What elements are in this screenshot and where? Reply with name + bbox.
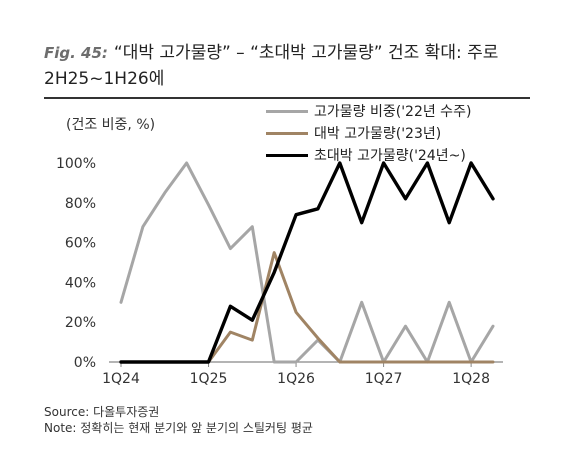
series-line-0 xyxy=(119,161,495,364)
x-tick-label: 1Q28 xyxy=(452,371,490,387)
series-line-1 xyxy=(119,251,495,364)
legend-label: 초대박 고가물량('24년~) xyxy=(314,148,466,164)
figure-label: Fig. 45: xyxy=(44,44,108,62)
note-text: Note: 정확히는 현재 분기와 앞 분기의 스틸커팅 평균 xyxy=(44,421,313,435)
title-divider xyxy=(44,97,530,99)
legend-entry: 초대박 고가물량('24년~) xyxy=(266,144,471,166)
y-tick-label: 80% xyxy=(65,196,96,212)
x-tick-label: 1Q25 xyxy=(190,371,228,387)
legend-swatch xyxy=(266,153,308,157)
source-text: Source: 다올투자증권 xyxy=(44,405,160,419)
legend-swatch xyxy=(266,109,308,113)
legend-swatch xyxy=(266,131,308,135)
y-tick-label: 0% xyxy=(74,355,96,371)
legend-entry: 고가물량 비중('22년 수주) xyxy=(266,100,471,122)
legend-label: 고가물량 비중('22년 수주) xyxy=(314,104,472,120)
series-line-2 xyxy=(119,161,495,364)
x-tick-label: 1Q24 xyxy=(102,371,140,387)
chart-title: Fig. 45: “대박 고가물량” – “초대박 고가물량” 건조 확대: 주로… xyxy=(44,40,544,92)
x-tick-label: 1Q26 xyxy=(277,371,315,387)
legend-label: 대박 고가물량('23년) xyxy=(314,126,442,142)
legend: 고가물량 비중('22년 수주) 대박 고가물량('23년) 초대박 고가물량(… xyxy=(266,100,471,166)
y-unit-label: (건조 비중, %) xyxy=(66,117,156,133)
y-tick-label: 60% xyxy=(65,236,96,252)
x-tick-label: 1Q27 xyxy=(365,371,403,387)
chart-title-text: “대박 고가물량” – “초대박 고가물량” 건조 확대: 주로 2H25~1H… xyxy=(44,43,499,89)
y-tick-label: 20% xyxy=(65,315,96,331)
y-tick-label: 40% xyxy=(65,275,96,291)
legend-entry: 대박 고가물량('23년) xyxy=(266,122,471,144)
y-tick-label: 100% xyxy=(56,156,96,172)
footer: Source: 다올투자증권 Note: 정확히는 현재 분기와 앞 분기의 스… xyxy=(44,404,313,436)
